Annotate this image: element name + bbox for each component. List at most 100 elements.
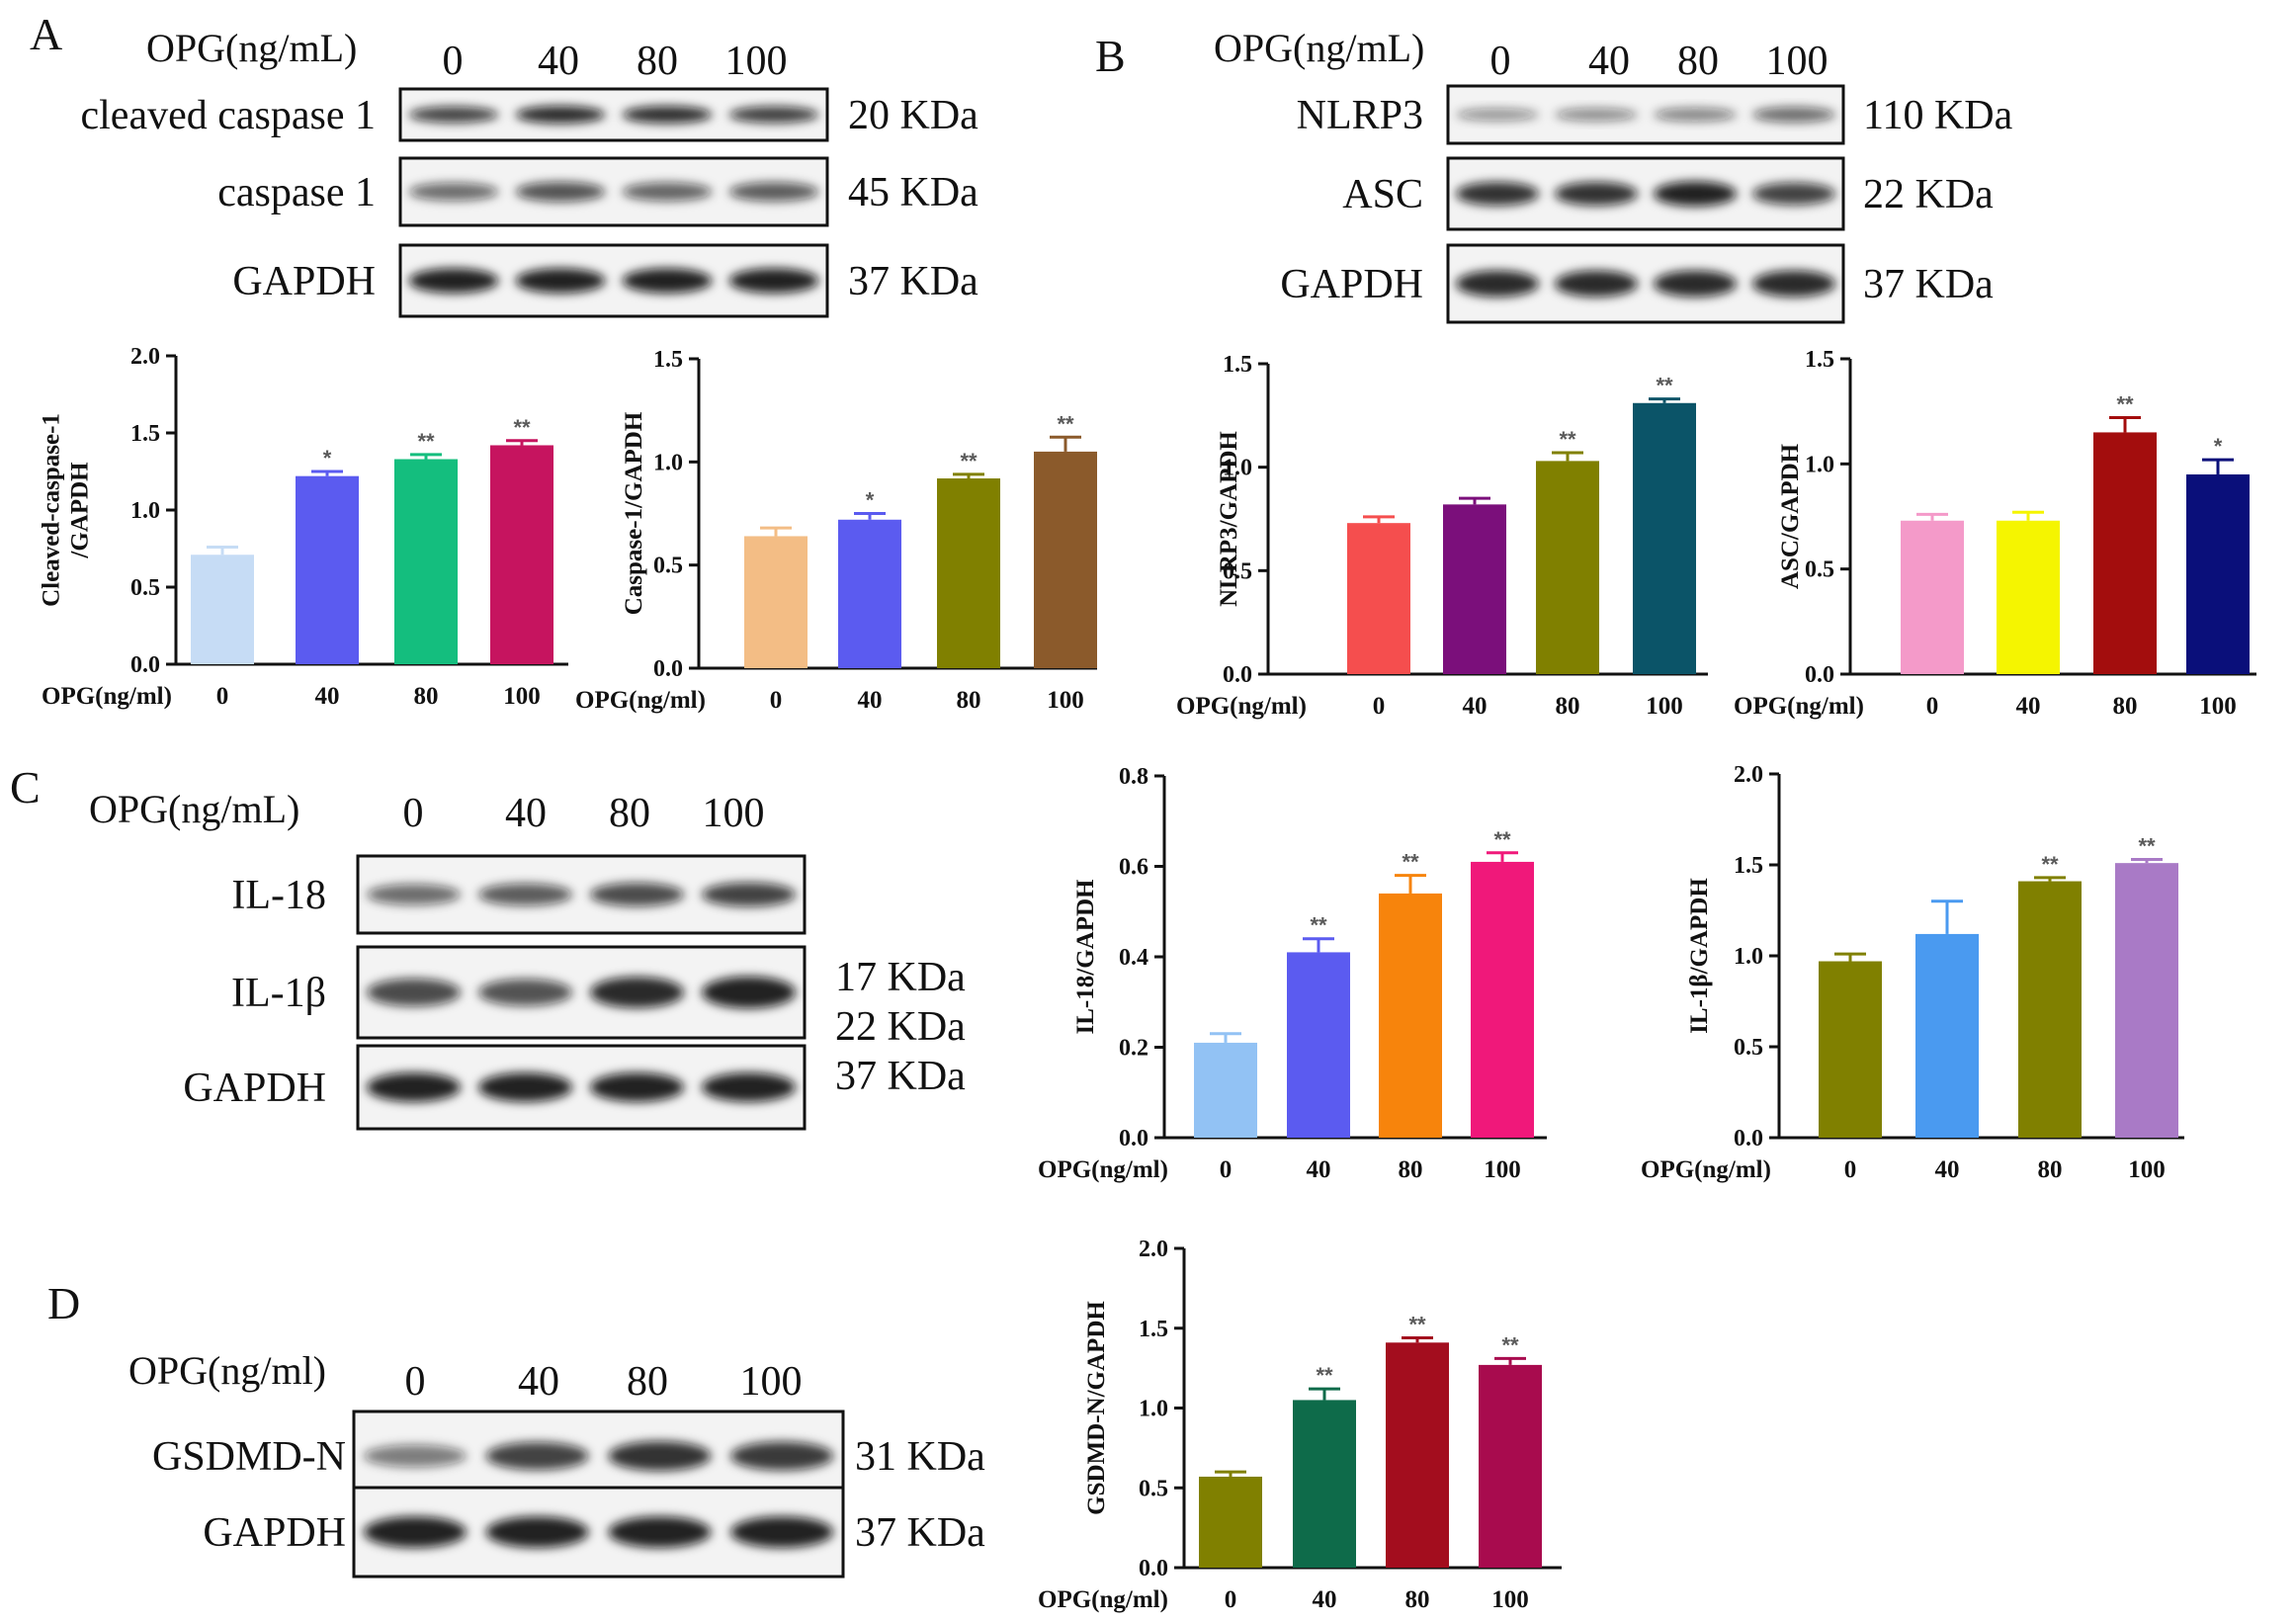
y-axis-label: ASC/GAPDH bbox=[1777, 443, 1804, 589]
blot-lane-label: 0 bbox=[443, 39, 464, 84]
y-tick-label: 1.5 bbox=[1139, 1317, 1168, 1342]
x-tick-label: 40 bbox=[1463, 693, 1488, 720]
blot-band bbox=[730, 1516, 834, 1548]
bar bbox=[1536, 461, 1599, 674]
bar bbox=[1479, 1364, 1542, 1568]
y-tick-label: 0.5 bbox=[1734, 1035, 1763, 1061]
panel-letter-a: A bbox=[30, 9, 62, 59]
x-axis-label: OPG(ng/ml) bbox=[42, 683, 172, 710]
blot-lane-label: 0 bbox=[1490, 39, 1511, 84]
blot-dose-header: OPG(ng/mL) bbox=[89, 787, 299, 831]
significance-marker: * bbox=[866, 488, 875, 513]
y-axis-label: IL-18/GAPDH bbox=[1072, 879, 1099, 1035]
blot-band bbox=[1555, 270, 1638, 298]
x-tick-label: 100 bbox=[1047, 687, 1084, 714]
bar bbox=[1194, 1042, 1257, 1138]
panel-letter-b: B bbox=[1095, 31, 1126, 81]
y-tick-label: 0.6 bbox=[1119, 855, 1148, 881]
blot-lane-label: 100 bbox=[703, 791, 765, 836]
x-tick-label: 0 bbox=[1926, 693, 1939, 720]
y-tick-label: 1.0 bbox=[1139, 1397, 1168, 1422]
blot-row-label: IL-1β bbox=[231, 971, 326, 1016]
bar bbox=[2018, 881, 2082, 1138]
blot-band bbox=[1555, 108, 1638, 122]
y-tick-label: 1.5 bbox=[1734, 853, 1763, 879]
y-axis-label: Caspase-1/GAPDH bbox=[621, 411, 647, 615]
blot-kda-label: 22 KDa bbox=[1863, 172, 1994, 217]
bar-chart-il-18: 0.0 0.2 0.4 0.6 0.8 0 ** 40 ** 80 ** 100 OPG(ng/ml) I… bbox=[1038, 764, 1547, 1183]
blot-band bbox=[622, 106, 713, 124]
bar bbox=[2186, 473, 2250, 674]
blot-band bbox=[485, 1516, 589, 1548]
blot-band bbox=[730, 1441, 834, 1471]
bar bbox=[937, 478, 1000, 668]
y-tick-label: 1.0 bbox=[1805, 452, 1834, 477]
blot-row-label: caspase 1 bbox=[217, 170, 376, 215]
x-tick-label: 40 bbox=[2016, 693, 2041, 720]
y-tick-label: 1.5 bbox=[653, 347, 683, 373]
significance-marker: ** bbox=[1493, 827, 1511, 852]
blot-row-label: GAPDH bbox=[203, 1510, 346, 1556]
blot-kda-label: 45 KDa bbox=[848, 170, 978, 215]
x-tick-label: 0 bbox=[1220, 1156, 1233, 1183]
significance-marker: ** bbox=[960, 449, 978, 473]
bar-chart-gsdmd-n: 0.0 0.5 1.0 1.5 2.0 0 ** 40 ** 80 ** 100 OPG(ng/ml) G… bbox=[1038, 1237, 1562, 1613]
blot-lane-label: 100 bbox=[725, 39, 788, 84]
panel-letter-c: C bbox=[10, 762, 41, 812]
blot-panel-b: OPG(ng/mL) 0 40 80 100 NLRP3 110 KDa ASC 22 KDa G… bbox=[1214, 26, 2013, 324]
significance-marker: * bbox=[2214, 434, 2223, 459]
significance-marker: ** bbox=[1656, 374, 1673, 398]
blot-band bbox=[590, 977, 684, 1008]
bar bbox=[1199, 1476, 1262, 1568]
x-tick-label: 80 bbox=[2113, 693, 2138, 720]
blot-dose-header: OPG(ng/ml) bbox=[128, 1348, 326, 1393]
blot-row-label: GSDMD-N bbox=[152, 1434, 346, 1480]
bar bbox=[1379, 893, 1442, 1138]
x-tick-label: 100 bbox=[2199, 693, 2237, 720]
blot-row-label: GAPDH bbox=[183, 1066, 326, 1111]
bar bbox=[744, 536, 808, 668]
x-tick-label: 0 bbox=[1844, 1156, 1857, 1183]
significance-marker: ** bbox=[1310, 913, 1327, 938]
bar bbox=[296, 475, 359, 664]
y-tick-label: 2.0 bbox=[130, 344, 160, 370]
bar bbox=[191, 555, 254, 664]
y-tick-label: 0.0 bbox=[1734, 1126, 1763, 1152]
blot-band bbox=[478, 883, 572, 906]
bar bbox=[1915, 933, 1979, 1138]
blot-lane-label: 100 bbox=[740, 1359, 803, 1405]
blot-kda-label: 110 KDa bbox=[1863, 93, 2013, 138]
y-tick-label: 1.5 bbox=[1805, 347, 1834, 373]
blot-lane-label: 40 bbox=[1588, 39, 1630, 84]
y-tick-label: 1.5 bbox=[1223, 352, 1252, 378]
blot-band bbox=[408, 268, 499, 294]
blot-band bbox=[367, 884, 461, 905]
y-tick-label: 0.5 bbox=[1223, 558, 1252, 584]
blot-band bbox=[702, 976, 796, 1009]
blot-row-label: IL-18 bbox=[231, 873, 326, 918]
bar bbox=[1633, 402, 1696, 674]
x-tick-label: 100 bbox=[1491, 1586, 1529, 1613]
blot-kda-label: 37 KDa bbox=[835, 1054, 966, 1099]
y-tick-label: 0.5 bbox=[130, 575, 160, 601]
blot-kda-label: 17 KDa bbox=[835, 955, 966, 1000]
blot-kda-label: 20 KDa bbox=[848, 93, 978, 138]
y-tick-label: 0.5 bbox=[1805, 557, 1834, 583]
blot-row-label: ASC bbox=[1342, 172, 1423, 217]
y-tick-label: 0.0 bbox=[1223, 662, 1252, 688]
x-tick-label: 100 bbox=[503, 683, 541, 710]
blot-band bbox=[367, 1072, 461, 1102]
blot-kda-label: 31 KDa bbox=[855, 1434, 985, 1480]
x-axis-label: OPG(ng/ml) bbox=[1641, 1156, 1771, 1183]
blot-lane-label: 40 bbox=[518, 1359, 559, 1405]
significance-marker: ** bbox=[1408, 1312, 1426, 1336]
blot-kda-label: 22 KDa bbox=[835, 1004, 966, 1050]
blot-lane-label: 80 bbox=[1677, 39, 1719, 84]
blot-band bbox=[1752, 107, 1835, 123]
bar bbox=[1819, 961, 1882, 1138]
y-tick-label: 0.0 bbox=[653, 656, 683, 682]
significance-marker: ** bbox=[1501, 1332, 1519, 1357]
blot-panel-c: OPG(ng/mL) 0 40 80 100 IL-18 IL-1β GAPDH 17 KDa2… bbox=[89, 787, 966, 1131]
x-tick-label: 80 bbox=[1556, 693, 1580, 720]
bar bbox=[1997, 520, 2060, 674]
